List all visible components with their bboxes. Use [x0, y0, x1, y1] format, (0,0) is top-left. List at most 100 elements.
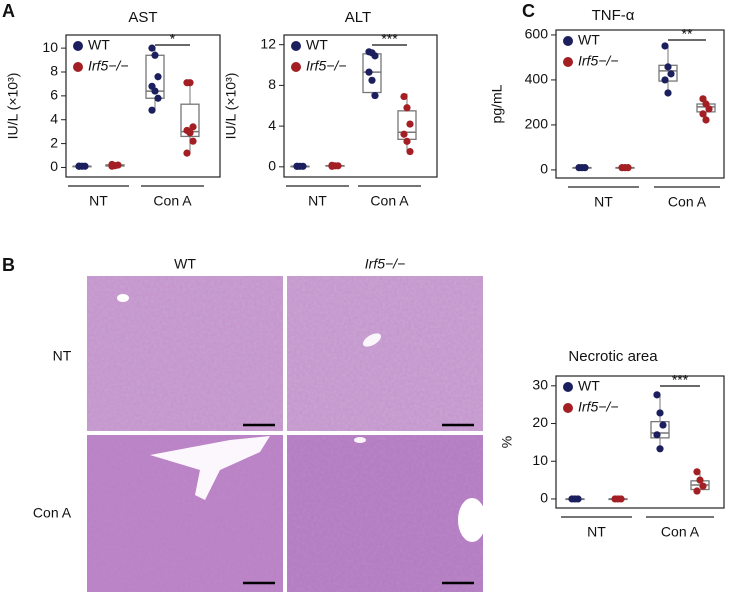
data-point: [299, 162, 307, 170]
data-point: [693, 468, 701, 476]
data-point: [406, 120, 414, 128]
data-point: [334, 162, 342, 170]
legend-marker: [563, 403, 573, 413]
panel-label: A: [2, 1, 15, 21]
plot-frame: [283, 34, 438, 178]
legend-label: WT: [306, 37, 328, 53]
row-label: NT: [53, 348, 72, 364]
chart-title: Necrotic area: [568, 348, 658, 365]
data-point: [293, 162, 301, 170]
y-tick-label: 20: [532, 414, 548, 430]
x-tick-label: NT: [587, 524, 606, 540]
column-label: Irf5−/−: [365, 256, 405, 272]
data-point: [406, 147, 414, 156]
y-tick-label: 10: [532, 452, 548, 468]
y-tick-label: 4: [268, 117, 276, 133]
chart-title: TNF-α: [592, 7, 635, 24]
significance-label: ***: [672, 372, 689, 388]
data-point: [400, 130, 408, 138]
legend-label: WT: [578, 32, 600, 48]
data-point: [699, 482, 707, 490]
data-point: [617, 495, 625, 503]
data-point: [186, 129, 194, 137]
chart-title: AST: [128, 9, 157, 26]
data-point: [661, 42, 669, 50]
panel-label: B: [2, 255, 15, 275]
data-point: [81, 162, 89, 170]
data-point: [148, 44, 156, 52]
row-label: Con A: [33, 505, 72, 521]
data-point: [574, 495, 582, 503]
y-tick-label: 0: [268, 158, 276, 174]
data-point: [75, 162, 83, 170]
legend-label: Irf5−/−: [88, 58, 128, 74]
x-tick-label: Con A: [668, 194, 707, 210]
data-point: [661, 76, 669, 84]
plot-frame: [555, 375, 725, 509]
chart-title: ALT: [345, 9, 371, 26]
legend-marker: [563, 382, 573, 392]
plot-frame: [555, 29, 725, 179]
y-tick-label: 0: [50, 158, 58, 174]
legend-marker: [73, 62, 83, 72]
data-point: [699, 110, 707, 118]
data-point: [154, 94, 162, 102]
x-tick-label: Con A: [370, 193, 409, 209]
data-point: [400, 92, 408, 101]
data-point: [403, 137, 411, 145]
y-tick-label: 2: [50, 134, 58, 150]
data-point: [702, 116, 710, 124]
data-point: [151, 51, 159, 59]
histology-images: [87, 276, 486, 592]
y-tick-label: 8: [268, 76, 276, 92]
data-point: [148, 106, 156, 114]
box: [650, 420, 670, 439]
y-tick-label: 4: [50, 110, 58, 126]
legend-marker: [563, 57, 573, 67]
data-point: [365, 68, 373, 76]
y-tick-label: 600: [525, 26, 549, 42]
y-tick-label: 6: [50, 87, 58, 103]
data-point: [328, 161, 336, 169]
data-point: [656, 445, 664, 453]
data-point: [189, 123, 197, 131]
plot-frame: [65, 34, 221, 178]
x-tick-label: Con A: [661, 524, 700, 540]
data-point: [581, 164, 589, 172]
legend-marker: [291, 62, 301, 72]
y-tick-label: 12: [260, 35, 276, 51]
y-tick-label: 30: [532, 377, 548, 393]
data-point: [151, 87, 159, 95]
data-point: [693, 487, 701, 495]
data-point: [696, 476, 704, 484]
data-point: [189, 137, 197, 145]
significance-label: **: [682, 26, 693, 42]
legend-marker: [73, 41, 83, 51]
data-point: [656, 409, 664, 417]
y-tick-label: 10: [42, 39, 58, 55]
significance-label: *: [170, 31, 176, 47]
data-point: [659, 421, 667, 429]
data-point: [186, 79, 194, 87]
legend-label: WT: [578, 378, 600, 394]
legend-label: Irf5−/−: [578, 399, 618, 415]
data-point: [108, 160, 116, 169]
y-tick-label: 8: [50, 63, 58, 79]
data-point: [653, 391, 661, 399]
x-tick-label: NT: [89, 193, 108, 209]
data-point: [664, 89, 672, 97]
data-point: [154, 73, 162, 81]
y-axis-label: %: [499, 436, 515, 448]
legend-label: WT: [88, 37, 110, 53]
data-point: [624, 164, 632, 172]
y-axis-label: pg/mL: [489, 84, 505, 123]
y-tick-label: 0: [540, 161, 548, 177]
legend-label: Irf5−/−: [578, 53, 618, 69]
data-point: [114, 161, 122, 169]
data-point: [705, 105, 713, 113]
y-tick-label: 0: [540, 490, 548, 506]
significance-label: ***: [381, 31, 398, 47]
y-tick-label: 200: [525, 116, 549, 132]
x-tick-label: NT: [308, 193, 327, 209]
